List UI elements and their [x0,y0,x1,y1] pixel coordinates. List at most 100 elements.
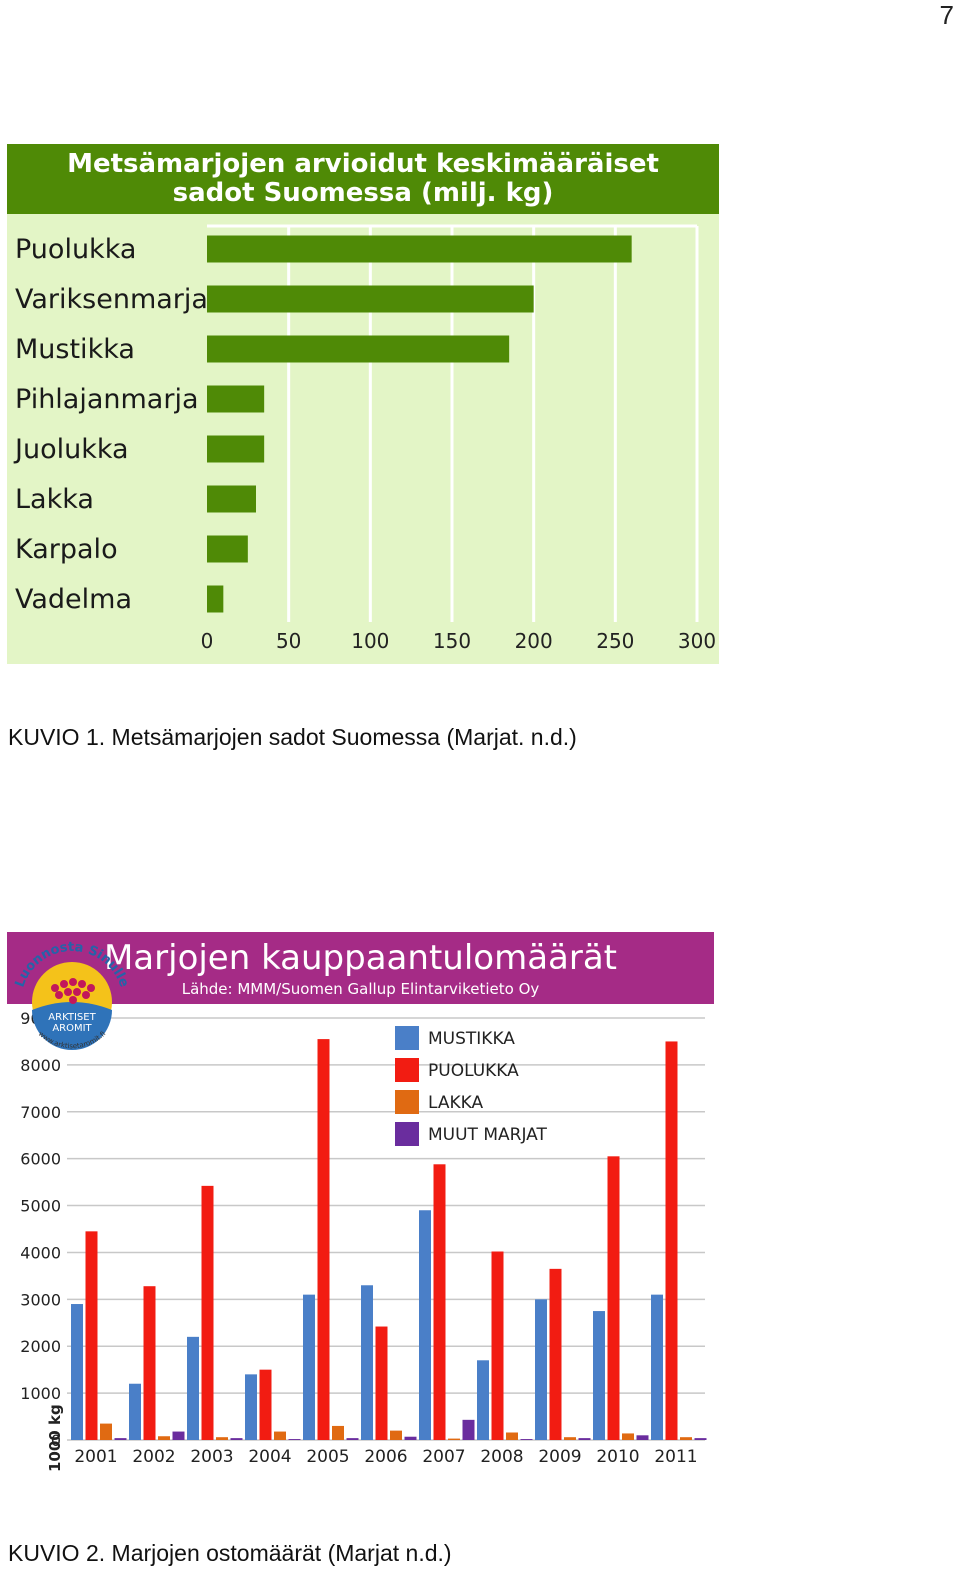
chart1-category-label: Variksenmarja [15,284,208,315]
chart2-bar [317,1039,330,1440]
chart-berry-purchases: Marjojen kauppaantulomäärät Lähde: MMM/S… [7,932,714,1482]
chart1-tick-label: 250 [596,629,634,653]
chart2-bar [477,1360,489,1440]
logo-line1: ARKTISET [48,1012,96,1023]
chart2-bar [303,1294,315,1440]
chart2-tick-label: 4000 [20,1243,61,1262]
chart1-bar [207,385,265,413]
chart2-tick-label: 8000 [20,1056,61,1075]
chart2-category-label: 2007 [422,1447,465,1467]
chart1-category-label: Karpalo [15,534,118,565]
chart2-bar [216,1437,228,1440]
logo-line2: AROMIT [52,1023,92,1034]
chart2-bar [564,1437,576,1440]
chart2-category-label: 2010 [596,1447,639,1467]
chart2-category-label: 2008 [480,1447,523,1467]
chart1-bar [207,335,510,363]
chart1-bar [207,235,632,263]
chart2-bar [201,1185,214,1440]
chart2-bar [274,1431,286,1440]
chart2-tick-label: 5000 [20,1197,61,1216]
chart2-bar [622,1433,634,1440]
chart2-bar [332,1425,344,1440]
chart2-bar [187,1336,199,1440]
chart2-category-label: 2006 [364,1447,407,1467]
chart2-bar [651,1294,663,1440]
chart2-plot: 0100020003000400050006000700080009000100… [20,1009,707,1472]
chart2-legend-swatch [395,1090,419,1114]
chart2-category-label: 2011 [654,1447,697,1467]
chart2-bar [259,1369,272,1440]
chart2-bar [549,1268,562,1440]
chart2-bar [346,1438,359,1440]
chart2-bar [100,1423,112,1440]
chart1-category-label: Lakka [15,484,94,515]
chart2-legend-swatch [395,1058,419,1082]
chart2-title: Marjojen kauppaantulomäärät [103,938,618,978]
chart2-category-label: 2004 [248,1447,291,1467]
chart1-bar [207,535,248,563]
chart2-legend-label: MUUT MARJAT [428,1125,547,1145]
chart2-bar [419,1210,431,1440]
chart1-tick-label: 0 [201,629,214,653]
chart1-tick-label: 100 [351,629,389,653]
chart2-bar [172,1431,185,1440]
chart2-bar [85,1231,98,1440]
chart-berry-yields: Metsämarjojen arvioidut keskimääräiset s… [7,144,719,664]
figure1-caption: KUVIO 1. Metsämarjojen sadot Suomessa (M… [8,724,577,750]
chart1-bar [207,585,224,613]
chart1-bar [207,285,534,313]
chart2-bar [636,1435,649,1440]
chart2-bar [158,1436,170,1440]
chart2-tick-label: 6000 [20,1150,61,1169]
chart2-bar [375,1326,388,1440]
chart2-bar [404,1436,417,1440]
chart2-legend-label: PUOLUKKA [428,1061,519,1081]
chart1-tick-label: 150 [433,629,471,653]
chart1-tick-label: 300 [678,629,716,653]
chart2-category-label: 2002 [132,1447,175,1467]
chart2-bar [143,1286,156,1440]
arktiset-aromit-logo: Luonnosta Sinulle ARKTISET AROMIT www.ar… [13,940,132,1050]
chart1-title-line1: Metsämarjojen arvioidut keskimääräiset [67,149,659,179]
chart1-header [7,144,719,214]
chart2-bar [129,1383,141,1440]
chart2-bar [680,1437,692,1440]
chart2-legend-swatch [395,1122,419,1146]
chart2-bar [230,1438,243,1440]
chart1-category-label: Pihlajanmarja [15,384,199,415]
chart2-category-label: 2005 [306,1447,349,1467]
chart1-bar [207,485,256,513]
chart1-category-label: Vadelma [15,584,132,615]
chart2-header [7,932,714,1004]
page-number: 7 [939,0,954,30]
chart2-tick-label: 0 [51,1431,61,1450]
chart2-tick-label: 7000 [20,1103,61,1122]
chart2-bar [593,1311,605,1440]
chart1-category-label: Mustikka [15,334,135,365]
chart2-legend-label: LAKKA [428,1093,483,1113]
chart2-bar [245,1374,257,1440]
chart2-bar [694,1438,707,1440]
chart2-bar [462,1419,475,1440]
chart1-category-label: Puolukka [15,234,136,265]
chart2-bar [578,1438,591,1440]
chart2-tick-label: 2000 [20,1337,61,1356]
chart2-bar [506,1432,518,1440]
chart1-tick-label: 200 [515,629,553,653]
chart2-legend-label: MUSTIKKA [428,1029,515,1049]
chart2-bar [361,1285,373,1440]
chart1-title: Metsämarjojen arvioidut keskimääräiset s… [7,150,719,208]
chart2-bar [448,1438,460,1440]
chart2-bar [114,1438,127,1440]
chart2-ylabel: 1000 kg [46,1404,64,1472]
chart2-bar [491,1251,504,1440]
chart1-category-label: Juolukka [13,434,129,465]
chart2-category-label: 2009 [538,1447,581,1467]
chart2-bar [433,1164,446,1440]
chart1-title-line2: sadot Suomessa (milj. kg) [172,178,554,208]
chart2-bar [71,1304,83,1440]
chart2-category-label: 2001 [74,1447,117,1467]
chart1-tick-label: 50 [276,629,301,653]
chart2-tick-label: 1000 [20,1384,61,1403]
